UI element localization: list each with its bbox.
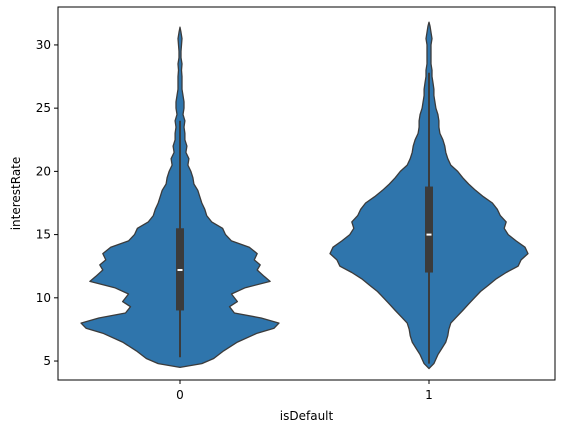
y-tick-label: 30 [36,38,51,52]
x-tick-label: 1 [425,388,433,402]
y-axis: 5 10 15 20 25 30 [36,38,58,368]
violins-layer [80,21,529,370]
iqr-box [425,186,433,273]
x-tick-label: 0 [176,388,184,402]
x-axis-label: isDefault [280,409,334,423]
median-marker [177,268,183,271]
median-marker [426,233,432,236]
y-tick-label: 25 [36,101,51,115]
y-axis-label: interestRate [9,157,23,231]
plot-frame [57,6,556,381]
y-tick-label: 5 [43,354,51,368]
y-tick-label: 10 [36,291,51,305]
y-tick-label: 15 [36,228,51,242]
y-tick-label: 20 [36,164,51,178]
